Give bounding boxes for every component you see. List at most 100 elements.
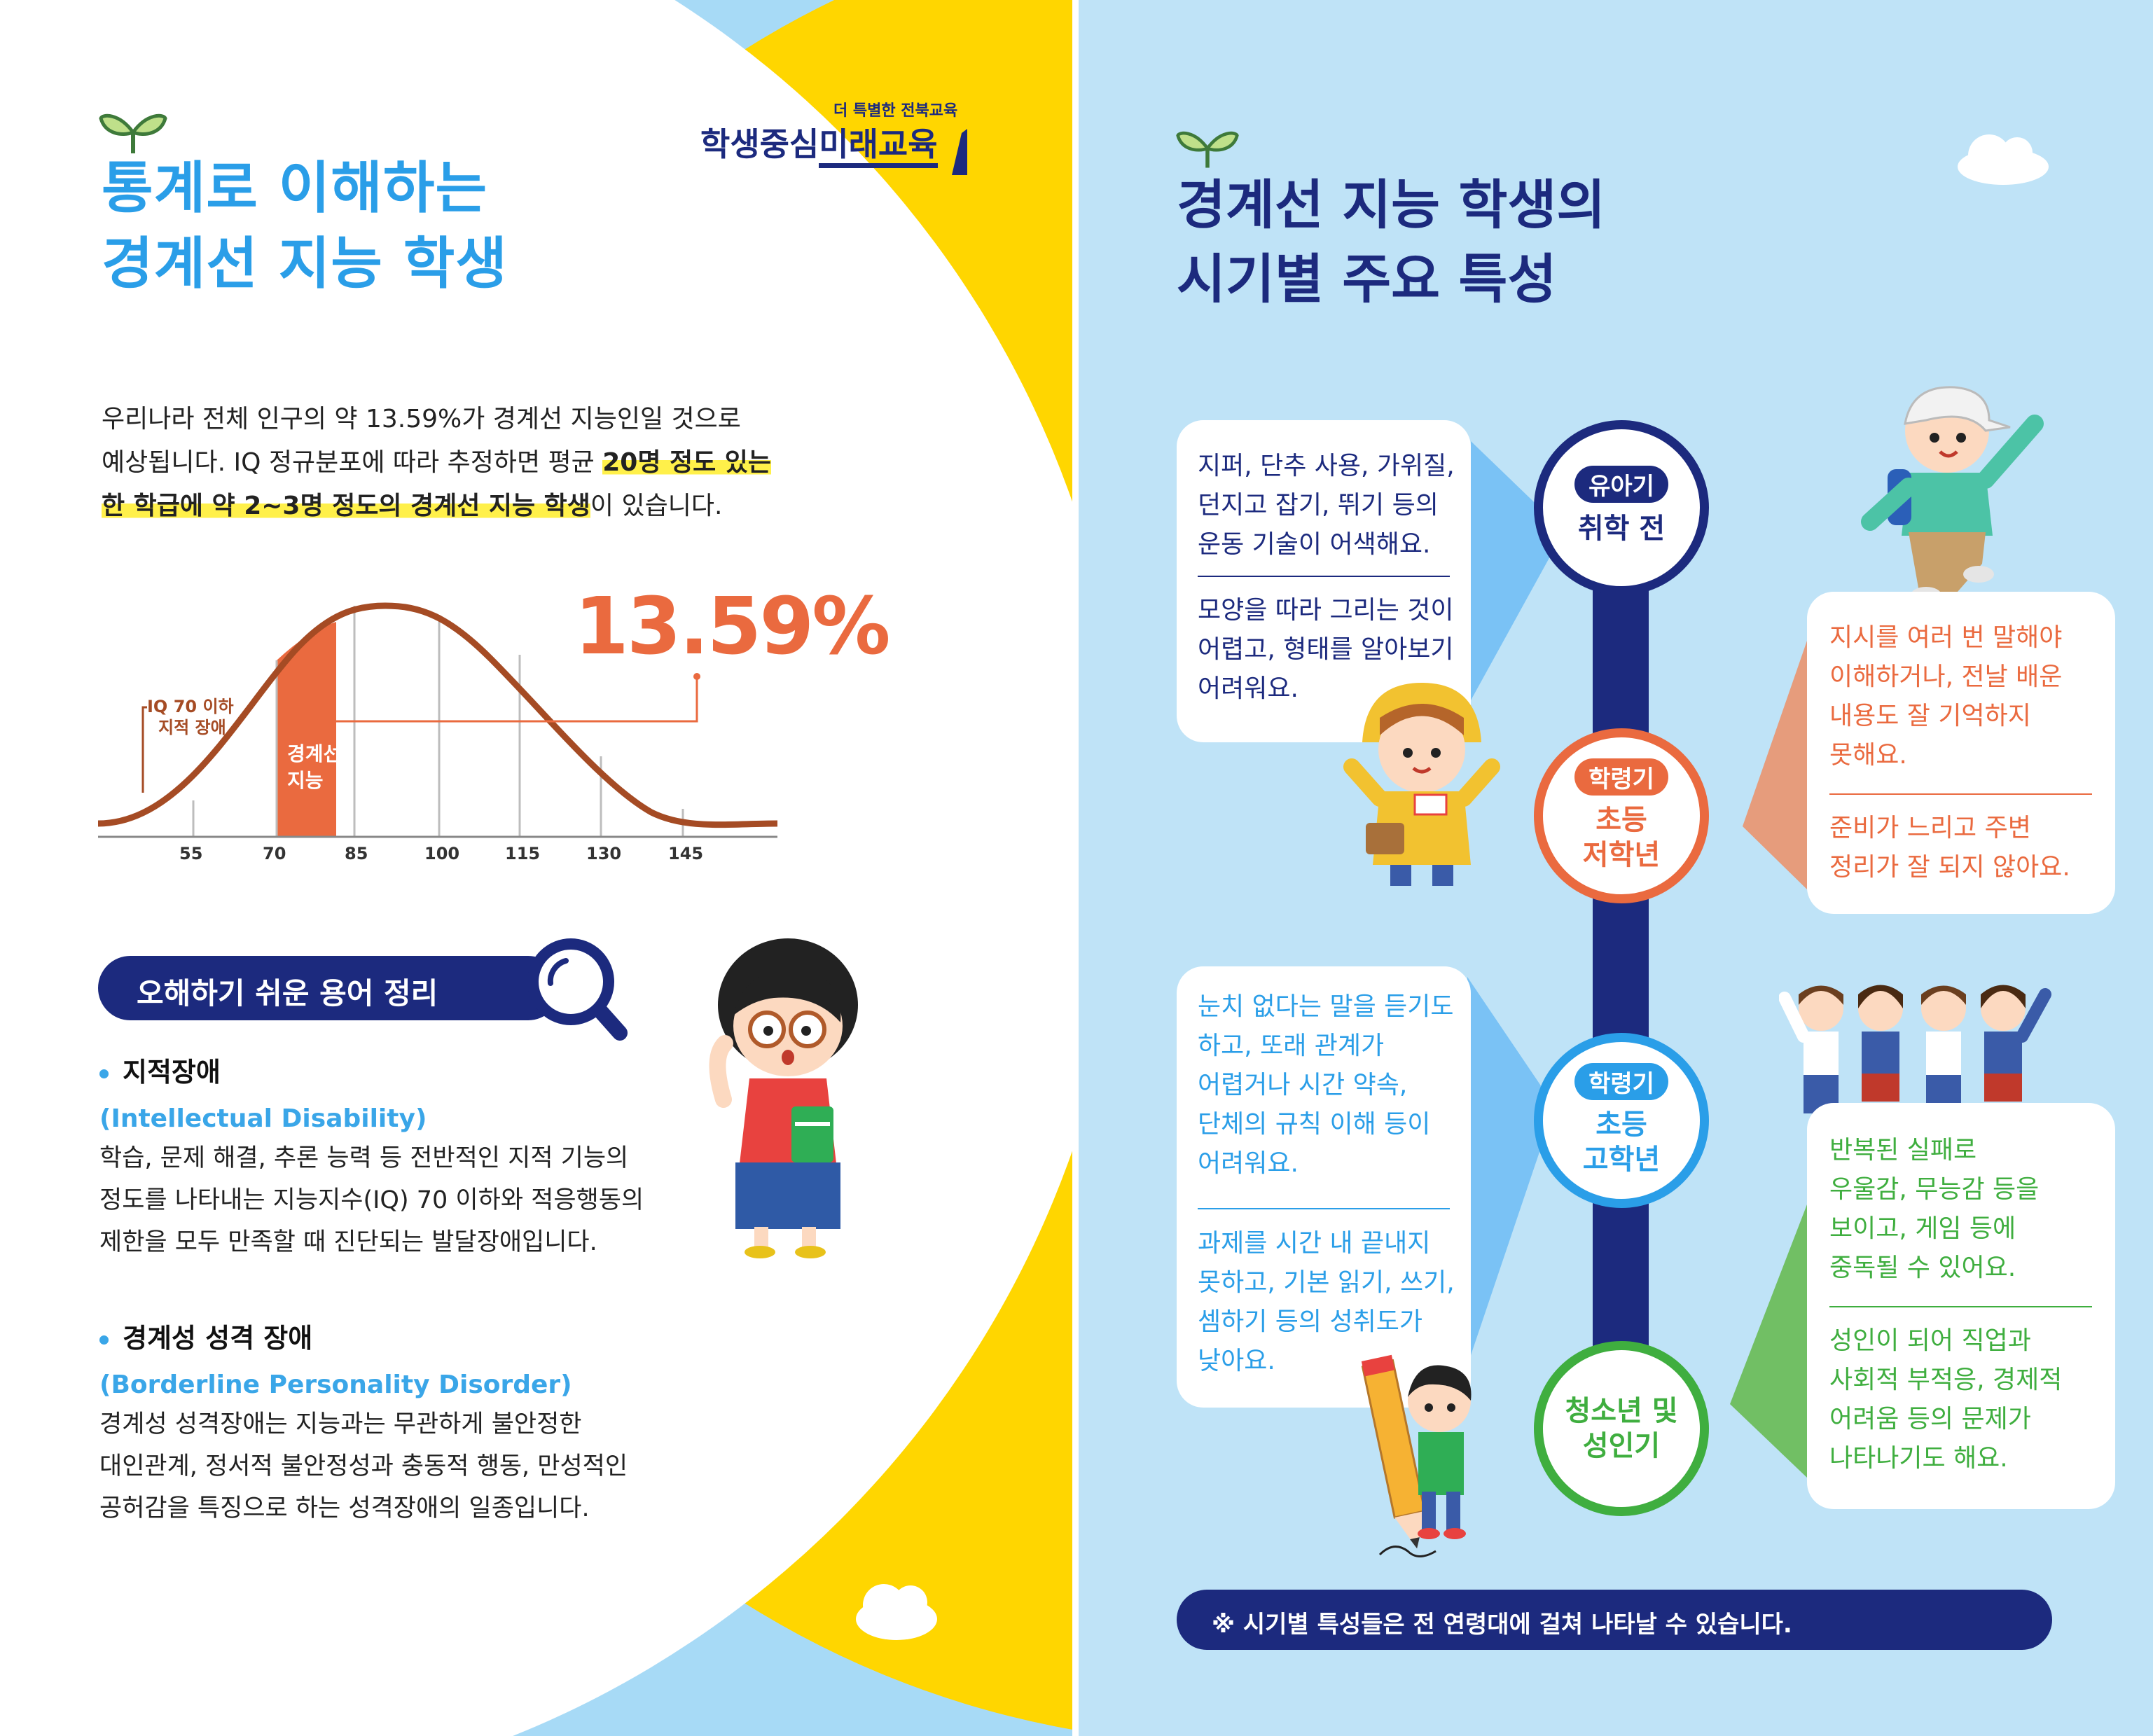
tick-label: 70	[263, 844, 286, 863]
stage-3-item-1: 눈치 없다는 말을 듣기도 하고, 또래 관계가 어렵거나 시간 약속, 단체의 규칙…	[1198, 987, 1454, 1183]
term-desc-line: 대인관계, 정서적 불안정성과 충동적 행동, 만성적인	[99, 1452, 628, 1480]
logo-main-a: 학생중심	[700, 125, 819, 163]
stage-2-name-1: 초등	[1595, 804, 1647, 836]
card-text-line: 못하고, 기본 읽기, 쓰기,	[1198, 1268, 1455, 1297]
card-text-line: 이해하거나, 전날 배운	[1829, 662, 2063, 691]
intro-highlight-1: 20명 정도 있는	[602, 448, 771, 477]
card-text-line: 내용도 잘 기억하지	[1829, 702, 2031, 730]
left-title-line-2: 경계선 지능 학생	[102, 231, 508, 296]
term-desc-line: 학습, 문제 해결, 추론 능력 등 전반적인 지적 기능의	[99, 1144, 629, 1172]
card-text-line: 성인이 되어 직업과	[1829, 1326, 2031, 1355]
card-text-line: 과제를 시간 내 끝내지	[1198, 1229, 1431, 1258]
stage-1-item-1: 지퍼, 단추 사용, 가위질, 던지고 잡기, 뛰기 등의 운동 기술이 어색해요.	[1198, 447, 1455, 564]
right-panel: 경계선 지능 학생의 시기별 주요 특성 지퍼, 단추 사용, 가위질, 던지고 …	[1079, 0, 2153, 1736]
term-title: 경계성 성격 장애	[123, 1323, 313, 1354]
students-group-illustration	[1779, 985, 2051, 1113]
card-text-line: 중독될 수 있어요.	[1829, 1254, 2016, 1282]
card-text-line: 어려워요.	[1198, 1149, 1299, 1178]
glossary-heading-pill: 오해하기 쉬운 용어 정리	[98, 956, 560, 1020]
card-text-line: 보이고, 게임 등에	[1829, 1214, 2016, 1243]
stage-3-name-2: 고학년	[1582, 1144, 1661, 1176]
separator	[1198, 576, 1450, 577]
iq70-leader	[141, 706, 147, 793]
intro-highlight-2: 한 학급에 약 2~3명 정도의 경계선 지능 학생	[102, 492, 590, 520]
card-text-line: 운동 기술이 어색해요.	[1198, 530, 1431, 559]
card-text-line: 못해요.	[1829, 741, 1907, 770]
stage-1-tag: 유아기	[1574, 466, 1668, 503]
stage-4-name-2: 성인기	[1582, 1430, 1661, 1462]
bullet-icon	[99, 1069, 109, 1078]
logo-swoosh-icon	[952, 129, 967, 175]
left-title: 통계로 이해하는 경계선 지능 학생	[102, 151, 508, 302]
separator	[1198, 1208, 1450, 1209]
tick-label: 115	[505, 844, 541, 863]
borderline-label: 경계선 지능	[287, 741, 341, 794]
stage-3-name-1: 초등	[1595, 1109, 1647, 1141]
logo: 더 특별한 전북교육 학생중심미래교육	[700, 98, 974, 189]
jumping-boy-illustration	[1861, 386, 2044, 604]
sprout-icon	[99, 113, 167, 153]
term-english: (Borderline Personality Disorder)	[99, 1370, 572, 1399]
stage-2-circle: 학령기 초등 저학년	[1534, 728, 1709, 903]
card-text-line: 어렵고, 형태를 알아보기	[1198, 635, 1454, 664]
note-bar: ※ 시기별 특성들은 전 연령대에 걸쳐 나타날 수 있습니다.	[1177, 1590, 2052, 1650]
card-text-line: 셈하기 등의 성취도가	[1198, 1307, 1422, 1336]
card-text-line: 반복된 실패로	[1829, 1136, 1977, 1165]
percent-leader	[336, 678, 698, 723]
child-with-pencil-illustration	[1361, 1354, 1472, 1557]
stage-2-name-2: 저학년	[1582, 839, 1661, 871]
tick-label: 100	[424, 844, 460, 863]
tick-label: 130	[586, 844, 622, 863]
left-title-line-1: 통계로 이해하는	[102, 155, 488, 221]
card-text-line: 사회적 부적응, 경제적	[1829, 1366, 2063, 1394]
card-text-line: 하고, 또래 관계가	[1198, 1032, 1385, 1060]
card-text-line: 던지고 잡기, 뛰기 등의	[1198, 491, 1439, 520]
term-desc-line: 제한을 모두 만족할 때 진단되는 발달장애입니다.	[99, 1228, 597, 1256]
sprout-icon	[1176, 131, 1239, 168]
card-text-line: 준비가 느리고 주변	[1829, 814, 2031, 842]
stage-3-tag: 학령기	[1574, 1063, 1668, 1100]
intro-paragraph: 우리나라 전체 인구의 약 13.59%가 경계선 지능인일 것으로 예상됩니다…	[102, 398, 816, 528]
bullet-icon	[99, 1335, 109, 1345]
stage-4-item-2: 성인이 되어 직업과 사회적 부적응, 경제적 어려움 등의 문제가 나타나기도 해요…	[1829, 1321, 2062, 1478]
term-title: 지적장애	[123, 1057, 221, 1088]
tick-label: 85	[345, 844, 368, 863]
term-desc-line: 공허감을 특징으로 하는 성격장애의 일종입니다.	[99, 1494, 590, 1522]
logo-main-text: 학생중심미래교육	[700, 119, 938, 168]
thinking-girl-illustration	[709, 938, 858, 1258]
borderline-label-line-1: 경계선	[287, 742, 342, 765]
term-intellectual-disability: 지적장애 (Intellectual Disability) 학습, 문제 해결…	[99, 1050, 716, 1263]
iq70-label-line-2: 지적 장애	[158, 718, 226, 737]
intro-line-1: 우리나라 전체 인구의 약 13.59%가 경계선 지능인일 것으로	[102, 405, 741, 433]
term-english: (Intellectual Disability)	[99, 1104, 427, 1133]
left-background-shapes	[0, 0, 1079, 1736]
percent-label: 13.59%	[574, 581, 890, 672]
magnifier-icon	[527, 938, 628, 1041]
bell-curve	[97, 602, 778, 828]
stage-3-card: 눈치 없다는 말을 듣기도 하고, 또래 관계가 어렵거나 시간 약속, 단체의 규칙…	[1177, 966, 1471, 1408]
stage-4-item-1: 반복된 실패로 우울감, 무능감 등을 보이고, 게임 등에 중독될 수 있어요.	[1829, 1131, 2039, 1288]
stage-1-circle: 유아기 취학 전	[1534, 420, 1709, 595]
borderline-label-line-2: 지능	[287, 769, 324, 792]
percent-leader-dot	[693, 673, 700, 680]
bell-curve-graphic	[97, 602, 778, 838]
card-text-line: 어렵거나 시간 약속,	[1198, 1071, 1408, 1099]
child-yellow-hat-illustration	[1343, 683, 1500, 886]
card-text-line: 낮아요.	[1198, 1347, 1275, 1375]
tick-label: 145	[668, 844, 704, 863]
stage-4-name-1: 청소년 및	[1565, 1395, 1678, 1427]
right-title-line-1: 경계선 지능 학생의	[1177, 174, 1606, 236]
intro-line-2: 예상됩니다. IQ 정규분포에 따라 추정하면 평균	[102, 448, 603, 477]
stage-3-circle: 학령기 초등 고학년	[1534, 1033, 1709, 1208]
term-desc-line: 경계성 성격장애는 지능과는 무관하게 불안정한	[99, 1410, 582, 1438]
card-text-line: 나타나기도 해요.	[1829, 1444, 2008, 1473]
glossary-heading: 오해하기 쉬운 용어 정리	[137, 976, 438, 1011]
separator	[1829, 793, 2092, 795]
stage-1-item-2: 모양을 따라 그리는 것이 어렵고, 형태를 알아보기 어려워요.	[1198, 591, 1454, 709]
card-text-line: 단체의 규칙 이해 등이	[1198, 1110, 1431, 1139]
note-text: ※ 시기별 특성들은 전 연령대에 걸쳐 나타날 수 있습니다.	[1212, 1611, 1792, 1639]
stage-2-item-2: 준비가 느리고 주변 정리가 잘 되지 않아요.	[1829, 809, 2070, 887]
card-text-line: 지시를 여러 번 말해야	[1829, 623, 2063, 652]
